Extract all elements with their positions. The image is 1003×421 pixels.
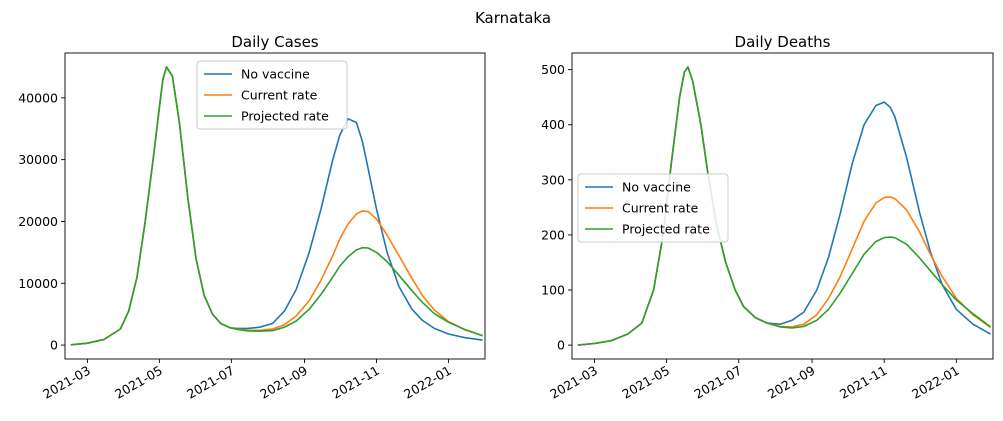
legend-label: Projected rate xyxy=(241,109,329,124)
legend-box xyxy=(577,173,729,243)
y-tick-label: 200 xyxy=(541,227,565,242)
legend-label: No vaccine xyxy=(241,67,310,82)
plot-frame xyxy=(64,52,486,360)
y-tick-label: 0 xyxy=(50,338,58,353)
y-tick-label: 300 xyxy=(541,172,565,187)
x-tick-label: 2021-11 xyxy=(329,363,382,402)
legend-label: Current rate xyxy=(622,201,699,216)
y-tick-label: 500 xyxy=(541,62,565,77)
plot-frame xyxy=(571,52,994,360)
y-tick-label: 0 xyxy=(557,338,565,353)
y-tick-label: 40000 xyxy=(18,90,58,105)
x-tick-label: 2022-01 xyxy=(909,363,962,402)
x-tick-label: 2021-09 xyxy=(765,363,818,402)
x-tick-label: 2021-03 xyxy=(40,363,93,402)
y-tick-label: 20000 xyxy=(18,214,58,229)
chart-title: Daily Cases xyxy=(231,33,318,51)
legend-box xyxy=(196,60,348,130)
x-tick-label: 2021-03 xyxy=(547,363,600,402)
chart-2: Daily Deaths 0 100 200 300 400 500 2021-03 2021-… xyxy=(541,33,994,402)
legend: No vaccine Current rate Projected rate xyxy=(196,60,348,130)
x-tick-label: 2021-11 xyxy=(837,363,890,402)
y-tick-label: 10000 xyxy=(18,276,58,291)
x-tick-label: 2021-07 xyxy=(184,363,237,402)
x-tick-label: 2021-07 xyxy=(692,363,745,402)
figure-suptitle: Karnataka xyxy=(475,9,551,27)
x-tick-label: 2022-01 xyxy=(401,363,454,402)
y-tick-label: 100 xyxy=(541,283,565,298)
chart-1: Daily Cases 0 10000 20000 30000 40000 2021-03 2… xyxy=(18,33,486,402)
legend: No vaccine Current rate Projected rate xyxy=(577,173,729,243)
y-tick-label: 400 xyxy=(541,117,565,132)
y-tick-label: 30000 xyxy=(18,152,58,167)
series-line-projected-rate xyxy=(70,66,483,346)
x-tick-label: 2021-05 xyxy=(619,363,672,402)
x-tick-label: 2021-09 xyxy=(257,363,310,402)
legend-label: Projected rate xyxy=(622,222,710,237)
x-tick-label: 2021-05 xyxy=(112,363,165,402)
charts-container: Daily Cases 0 10000 20000 30000 40000 2021-03 2… xyxy=(18,33,994,402)
legend-label: Current rate xyxy=(241,88,318,103)
legend-label: No vaccine xyxy=(622,180,691,195)
chart-title: Daily Deaths xyxy=(735,33,831,51)
